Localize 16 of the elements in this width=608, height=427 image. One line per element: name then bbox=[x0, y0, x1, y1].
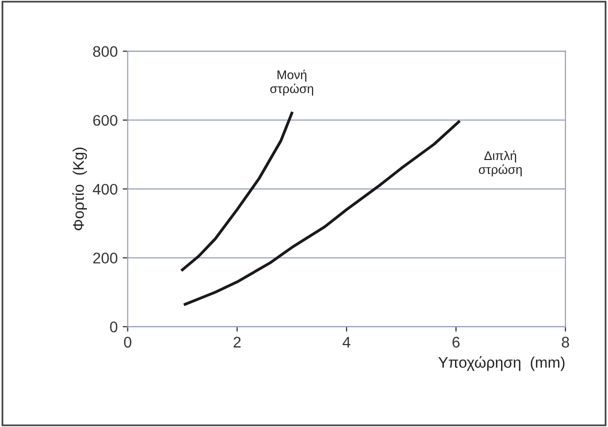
y-tick-label: 200 bbox=[93, 252, 118, 264]
y-tick-label: 0 bbox=[110, 322, 118, 332]
y-tick-label: 600 bbox=[93, 114, 118, 126]
y-axis-title: Φορτίο (Kg) bbox=[72, 148, 87, 230]
x-axis-title: Υποχώρηση (mm) bbox=[438, 356, 564, 371]
line-series bbox=[181, 112, 294, 272]
x-tick-label: 4 bbox=[342, 336, 350, 348]
x-tick-label: 0 bbox=[124, 336, 132, 348]
y-tick-label: 400 bbox=[92, 184, 118, 195]
text: Μονή στρώση bbox=[270, 70, 314, 96]
text: Διπλή στρώση bbox=[478, 150, 522, 176]
y-tick-label: 800 bbox=[93, 46, 118, 57]
x-tick-label: 6 bbox=[452, 336, 460, 348]
x-tick-label: 8 bbox=[562, 336, 570, 348]
x-tick-label: 2 bbox=[234, 336, 241, 348]
line-series bbox=[184, 120, 460, 306]
